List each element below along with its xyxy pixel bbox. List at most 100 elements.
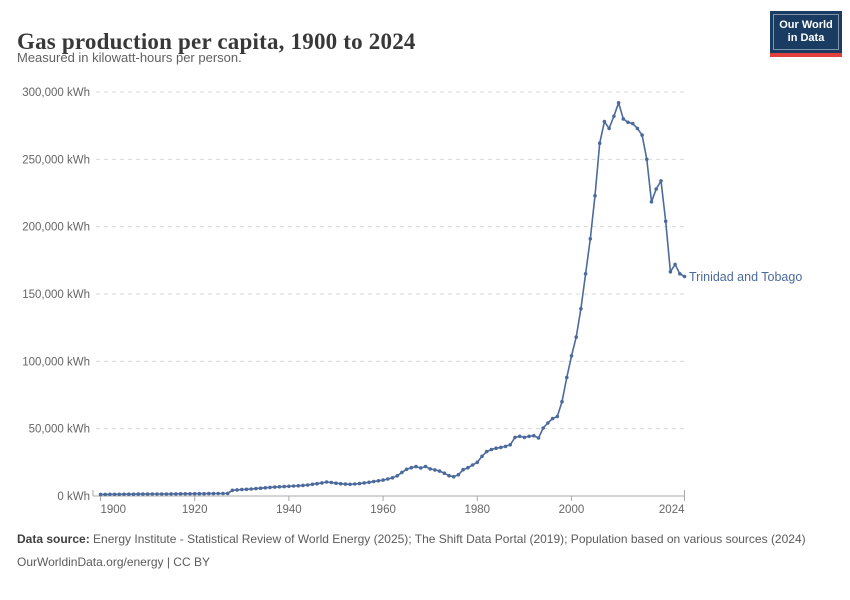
data-point bbox=[536, 436, 541, 440]
data-point bbox=[141, 492, 145, 496]
data-point bbox=[607, 126, 611, 131]
data-source-label: Data source: bbox=[17, 532, 90, 546]
data-point bbox=[621, 117, 626, 121]
data-point bbox=[320, 481, 324, 485]
data-point bbox=[357, 481, 362, 486]
data-point bbox=[155, 492, 159, 496]
y-tick-label: 150,000 kWh bbox=[22, 289, 90, 301]
data-point bbox=[654, 187, 658, 191]
owid-logo-red-bar bbox=[770, 53, 842, 57]
data-point bbox=[305, 483, 310, 487]
data-point bbox=[470, 463, 475, 467]
data-point bbox=[376, 479, 381, 483]
data-point bbox=[127, 492, 131, 497]
data-point bbox=[98, 492, 103, 497]
data-point bbox=[640, 133, 644, 137]
data-point bbox=[423, 464, 428, 469]
data-point bbox=[461, 467, 465, 472]
data-point bbox=[315, 481, 319, 486]
data-point bbox=[150, 492, 155, 496]
x-tick-label: 2000 bbox=[559, 504, 585, 516]
data-point bbox=[117, 492, 122, 497]
data-point bbox=[174, 492, 178, 496]
data-point bbox=[211, 491, 216, 496]
data-point bbox=[555, 414, 560, 419]
data-point bbox=[381, 478, 385, 482]
data-point bbox=[602, 119, 607, 124]
data-point bbox=[668, 270, 673, 274]
data-point bbox=[550, 416, 555, 421]
chart-footer: Data source: Energy Institute - Statisti… bbox=[17, 531, 817, 570]
data-point bbox=[122, 492, 126, 497]
data-point bbox=[188, 492, 192, 496]
data-point bbox=[645, 157, 649, 162]
data-point bbox=[409, 465, 414, 470]
data-point bbox=[673, 262, 677, 267]
data-point bbox=[447, 473, 451, 478]
data-point bbox=[324, 480, 329, 484]
data-point bbox=[659, 179, 663, 183]
data-point bbox=[494, 446, 498, 451]
data-point bbox=[682, 274, 687, 279]
data-point bbox=[663, 219, 668, 224]
data-point bbox=[343, 482, 348, 486]
data-point bbox=[588, 237, 593, 241]
chart-subtitle: Measured in kilowatt-hours per person. bbox=[17, 50, 242, 65]
entity-label: Trinidad and Tobago bbox=[689, 270, 802, 284]
x-tick-label: 1960 bbox=[370, 504, 396, 516]
data-point bbox=[569, 354, 574, 358]
owid-logo-text: Our World in Data bbox=[773, 14, 839, 50]
data-point bbox=[235, 488, 239, 492]
data-point bbox=[131, 492, 136, 497]
data-point bbox=[197, 491, 202, 496]
data-point bbox=[678, 272, 682, 276]
data-point bbox=[103, 492, 107, 497]
data-point bbox=[560, 399, 564, 404]
y-tick-label: 0 kWh bbox=[57, 491, 90, 503]
data-point bbox=[192, 491, 197, 496]
data-point bbox=[433, 468, 437, 472]
data-point bbox=[338, 481, 343, 486]
data-line bbox=[99, 102, 686, 496]
data-point bbox=[240, 487, 244, 492]
data-point bbox=[541, 426, 545, 430]
data-point bbox=[145, 492, 150, 496]
data-point bbox=[574, 335, 578, 339]
data-point bbox=[301, 483, 305, 488]
data-point bbox=[583, 272, 588, 276]
data-point bbox=[437, 469, 442, 473]
data-point bbox=[579, 307, 583, 311]
data-point bbox=[221, 491, 225, 496]
data-point bbox=[508, 443, 512, 447]
data-point bbox=[159, 492, 164, 496]
data-point bbox=[277, 485, 282, 489]
data-point bbox=[216, 491, 220, 496]
data-point bbox=[475, 460, 480, 465]
data-point bbox=[400, 470, 404, 475]
data-point bbox=[258, 486, 263, 491]
owid-logo-line2: in Data bbox=[787, 32, 825, 44]
data-point bbox=[386, 477, 390, 481]
data-point bbox=[517, 434, 522, 439]
data-point bbox=[442, 471, 447, 476]
data-point bbox=[456, 472, 461, 477]
data-point bbox=[371, 479, 376, 484]
data-point bbox=[532, 433, 536, 438]
data-point bbox=[310, 482, 315, 487]
data-point bbox=[404, 467, 409, 472]
data-point bbox=[428, 467, 433, 471]
x-tick-label: 2024 bbox=[659, 504, 685, 516]
data-point bbox=[489, 447, 494, 452]
data-point bbox=[612, 114, 616, 118]
data-point bbox=[593, 193, 597, 198]
data-point bbox=[268, 485, 272, 490]
x-tick-label: 1900 bbox=[101, 504, 127, 516]
data-point bbox=[390, 476, 395, 480]
x-tick-label: 1940 bbox=[276, 504, 302, 516]
data-point bbox=[565, 375, 569, 380]
data-point bbox=[334, 481, 338, 486]
page-title: Gas production per capita, 1900 to 2024 bbox=[17, 29, 416, 55]
data-point bbox=[635, 126, 640, 131]
